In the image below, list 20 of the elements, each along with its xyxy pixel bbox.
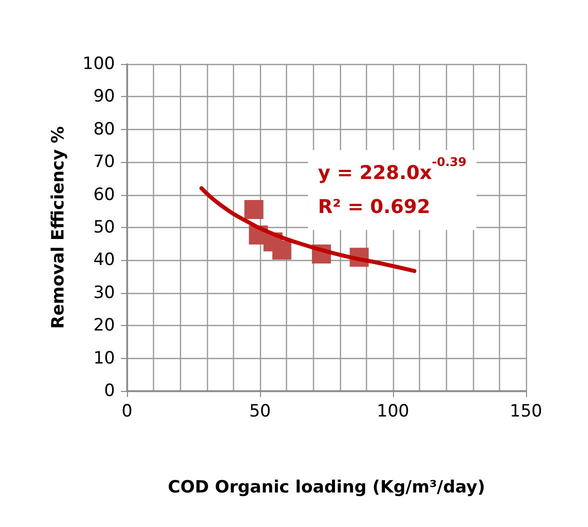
y-tick-label: 70	[93, 152, 115, 172]
y-tick-label: 30	[93, 282, 115, 303]
point	[244, 200, 264, 220]
y-axis-title: Removal Efficiency %	[48, 126, 68, 329]
y-tick-label: 90	[93, 86, 115, 107]
annotation: R² = 0.692	[318, 196, 430, 218]
x-axis-title: COD Organic loading (Kg/m³/day)	[168, 478, 486, 498]
y-tick-label: 0	[104, 381, 115, 401]
x-tick-label: 100	[376, 402, 410, 422]
x-tick-label: 0	[122, 402, 132, 422]
y-tick-label: 20	[93, 316, 115, 336]
y-tick-label: 40	[93, 250, 115, 270]
point	[272, 240, 292, 260]
y-tick-label: 80	[93, 119, 115, 140]
x-tick-label: 50	[249, 402, 271, 422]
y-tick-label: 100	[82, 54, 115, 74]
x-tick-label: 150	[510, 402, 542, 422]
y-tick-label: 50	[93, 218, 115, 238]
y-tick-label: 10	[93, 348, 115, 368]
y-tick-label: 60	[93, 184, 115, 205]
